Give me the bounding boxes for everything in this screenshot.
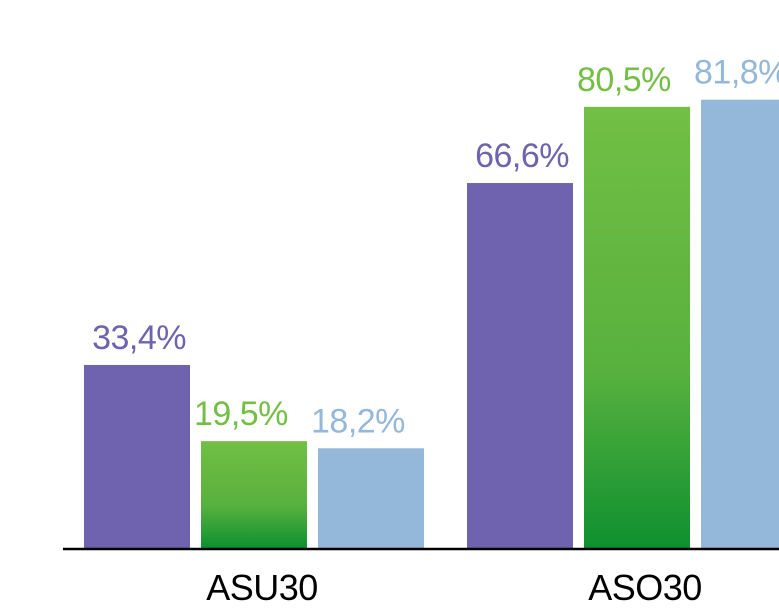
bar-asu30-series-2	[201, 441, 307, 548]
data-label-aso30-series-2: 80,5%	[577, 61, 671, 99]
data-label-asu30-series-1: 33,4%	[92, 319, 186, 357]
data-label-aso30-series-1: 66,6%	[475, 137, 569, 175]
data-labels-group: 33,4%19,5% 18,2% 66,6%80,5% 81,8%	[92, 54, 779, 441]
category-label-aso30: ASO30	[588, 567, 702, 608]
bar-asu30-series-3	[318, 448, 424, 548]
data-label-aso30-series-3: 81,8%	[694, 54, 779, 92]
data-label-asu30-series-3: 18,2%	[311, 402, 405, 440]
data-label-asu30-series-2: 19,5%	[194, 395, 288, 433]
bar-aso30-series-1	[467, 183, 573, 549]
bar-aso30-series-3	[701, 99, 779, 549]
bar-aso30-series-2	[584, 106, 690, 549]
category-label-asu30: ASU30	[206, 567, 318, 608]
category-labels-group: ASU30 ASO30	[206, 567, 702, 608]
bar-asu30-series-1	[84, 364, 190, 548]
bars-group	[84, 99, 779, 549]
